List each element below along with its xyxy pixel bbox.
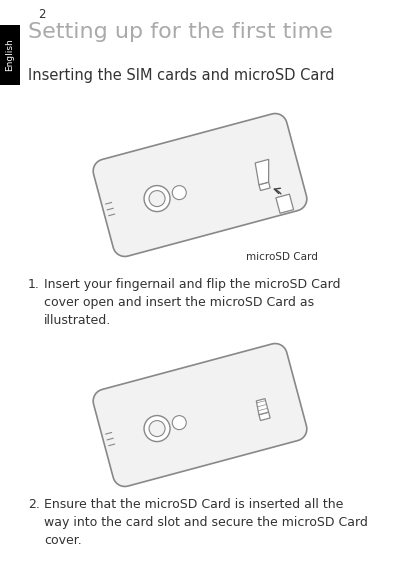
Text: 2: 2 [38, 8, 45, 21]
Polygon shape [93, 343, 306, 487]
Text: Insert your fingernail and flip the microSD Card
cover open and insert the micro: Insert your fingernail and flip the micr… [44, 278, 339, 327]
Circle shape [172, 416, 186, 430]
Text: Ensure that the microSD Card is inserted all the
way into the card slot and secu: Ensure that the microSD Card is inserted… [44, 498, 367, 547]
Text: 2.: 2. [28, 498, 40, 511]
Polygon shape [93, 114, 306, 256]
Circle shape [149, 191, 165, 206]
Text: Inserting the SIM cards and microSD Card: Inserting the SIM cards and microSD Card [28, 68, 334, 83]
Polygon shape [275, 194, 293, 213]
Circle shape [149, 420, 165, 437]
Polygon shape [256, 398, 268, 415]
Text: 1.: 1. [28, 278, 40, 291]
Text: English: English [5, 39, 14, 71]
Text: microSD Card: microSD Card [245, 252, 317, 262]
Polygon shape [258, 412, 270, 420]
Polygon shape [258, 182, 270, 191]
Circle shape [144, 186, 170, 212]
Bar [0, 25, 20, 85]
Circle shape [144, 416, 170, 441]
Polygon shape [254, 160, 268, 185]
Text: Setting up for the first time: Setting up for the first time [28, 22, 332, 42]
Circle shape [172, 186, 186, 200]
